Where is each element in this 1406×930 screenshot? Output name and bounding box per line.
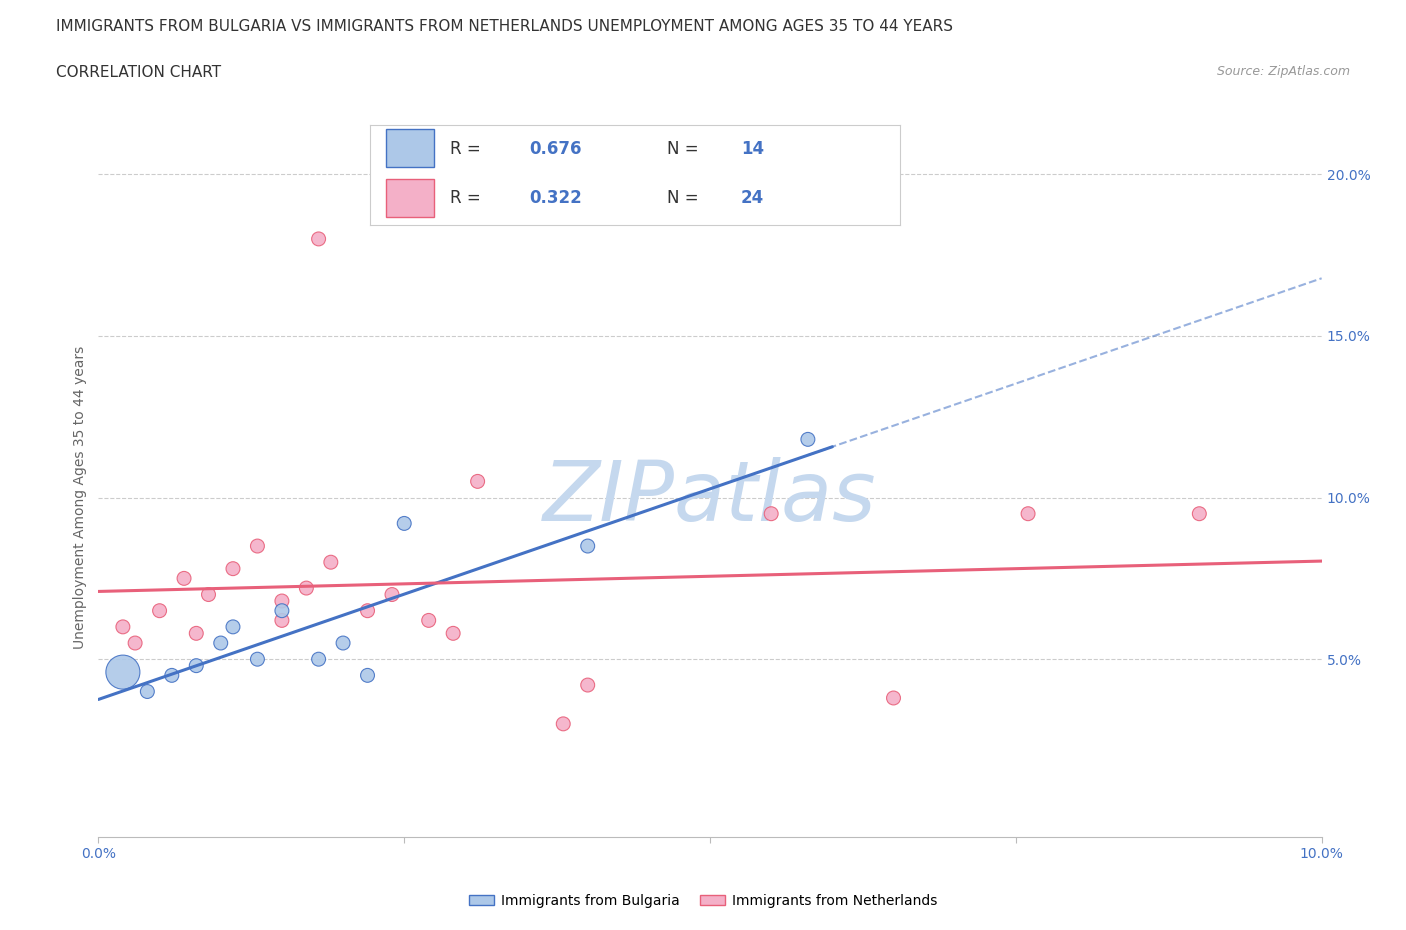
Point <box>173 571 195 586</box>
Point <box>356 668 378 683</box>
Text: R =: R = <box>450 189 485 207</box>
Point <box>111 619 134 634</box>
Point <box>883 691 905 706</box>
Point <box>111 665 134 680</box>
Point <box>186 626 208 641</box>
Point <box>124 635 146 650</box>
FancyBboxPatch shape <box>385 129 433 167</box>
Text: N =: N = <box>666 140 703 158</box>
Text: 24: 24 <box>741 189 765 207</box>
Point <box>209 635 232 650</box>
Point <box>295 580 318 595</box>
Point <box>1188 506 1211 521</box>
Point <box>356 604 378 618</box>
Point <box>197 587 219 602</box>
Point <box>332 635 354 650</box>
Point <box>246 538 269 553</box>
Text: CORRELATION CHART: CORRELATION CHART <box>56 65 221 80</box>
Text: R =: R = <box>450 140 485 158</box>
Text: 14: 14 <box>741 140 763 158</box>
Text: ZIPatlas: ZIPatlas <box>543 457 877 538</box>
Point <box>308 652 330 667</box>
Text: IMMIGRANTS FROM BULGARIA VS IMMIGRANTS FROM NETHERLANDS UNEMPLOYMENT AMONG AGES : IMMIGRANTS FROM BULGARIA VS IMMIGRANTS F… <box>56 19 953 33</box>
Legend: Immigrants from Bulgaria, Immigrants from Netherlands: Immigrants from Bulgaria, Immigrants fro… <box>463 889 943 914</box>
Point <box>186 658 208 673</box>
Point <box>467 474 489 489</box>
Text: 0.322: 0.322 <box>529 189 582 207</box>
Point <box>270 593 292 608</box>
Point <box>418 613 440 628</box>
Point <box>797 432 820 446</box>
Point <box>441 626 464 641</box>
Text: 0.676: 0.676 <box>529 140 582 158</box>
Point <box>308 232 330 246</box>
Point <box>246 652 269 667</box>
Point <box>270 613 292 628</box>
Point <box>319 555 342 570</box>
Point <box>270 604 292 618</box>
Point <box>149 604 172 618</box>
Point <box>392 516 416 531</box>
Text: N =: N = <box>666 189 703 207</box>
Point <box>576 538 599 553</box>
Point <box>381 587 404 602</box>
Point <box>576 678 599 693</box>
FancyBboxPatch shape <box>385 179 433 217</box>
Point <box>222 561 245 576</box>
Point <box>222 619 245 634</box>
Point <box>1017 506 1039 521</box>
Point <box>160 668 183 683</box>
Y-axis label: Unemployment Among Ages 35 to 44 years: Unemployment Among Ages 35 to 44 years <box>73 346 87 649</box>
Point <box>759 506 782 521</box>
Text: Source: ZipAtlas.com: Source: ZipAtlas.com <box>1216 65 1350 78</box>
Point <box>553 716 575 731</box>
Point <box>136 684 159 699</box>
